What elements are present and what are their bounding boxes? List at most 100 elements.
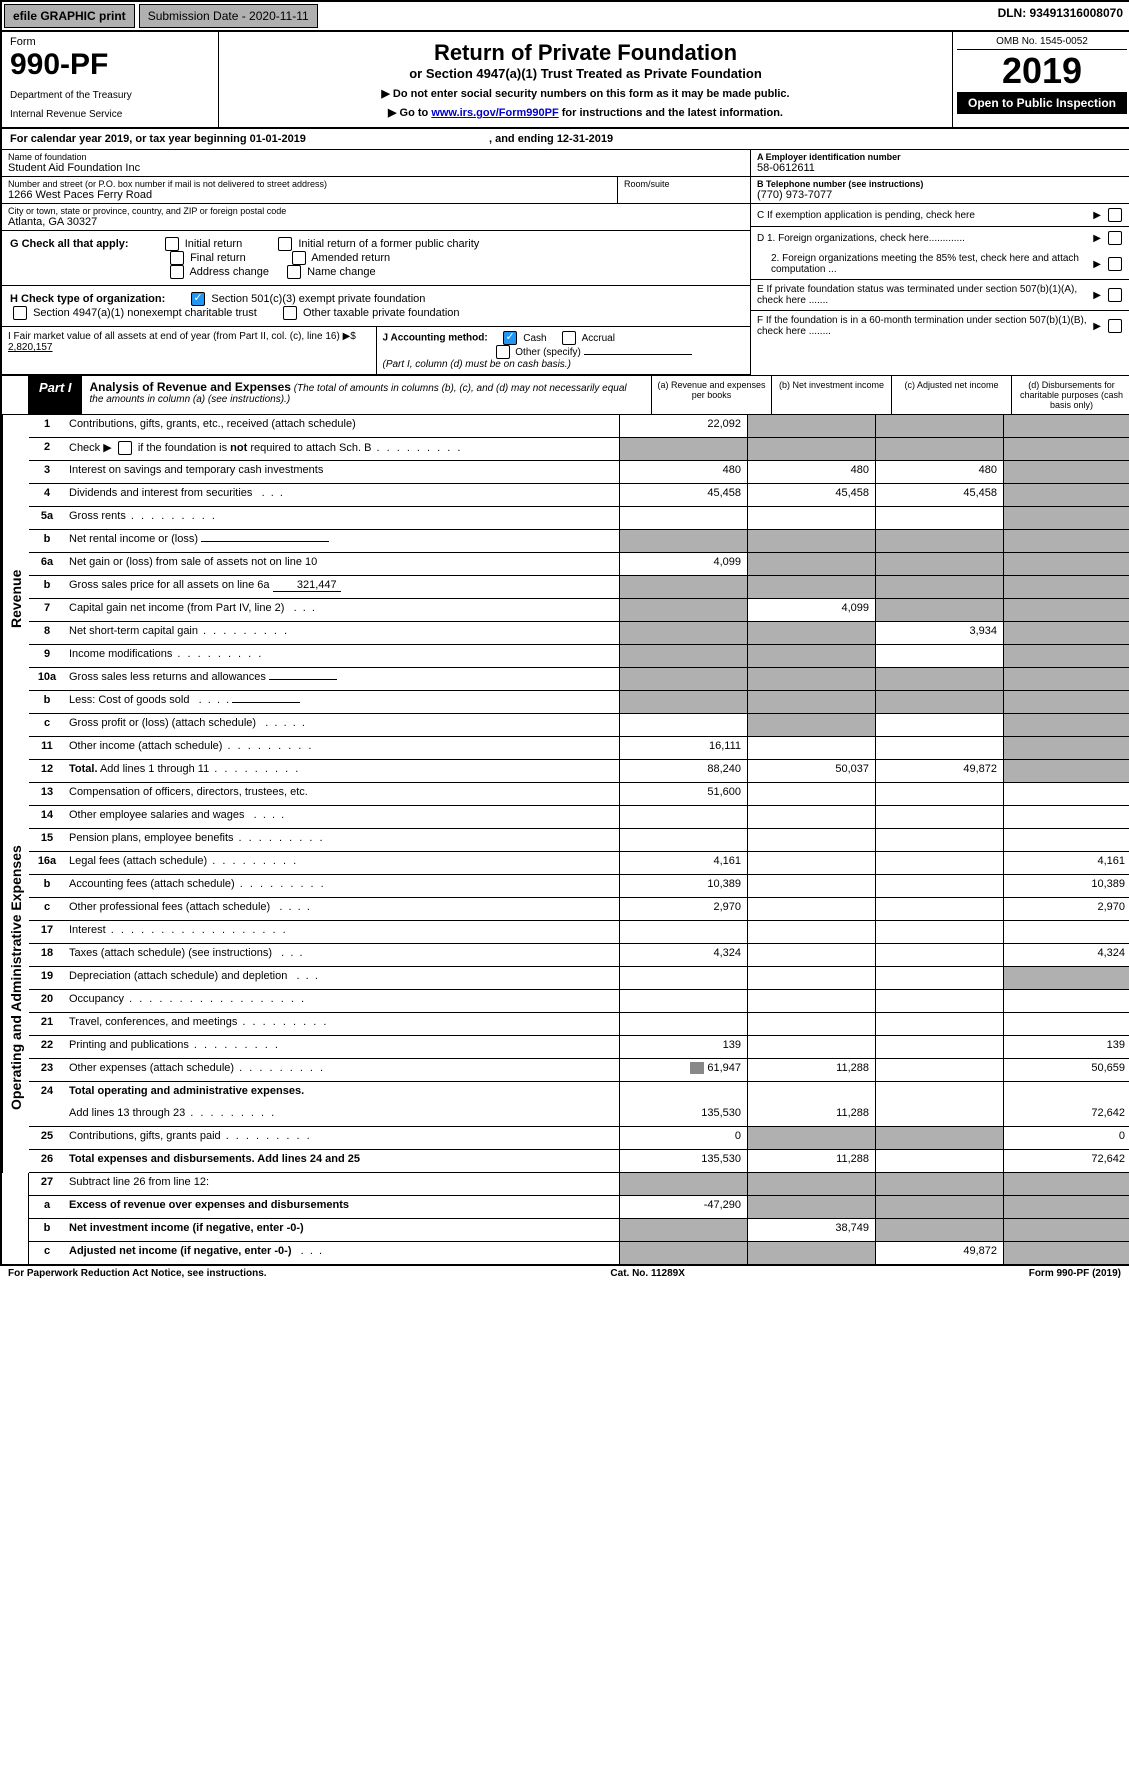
efile-print-button[interactable]: efile GRAPHIC print (4, 4, 135, 28)
c (875, 714, 1003, 736)
c (1003, 967, 1129, 989)
c (875, 1059, 1003, 1081)
fill (201, 541, 329, 542)
calendar-year-row: For calendar year 2019, or tax year begi… (2, 129, 1129, 150)
t: Travel, conferences, and meetings (69, 1016, 237, 1028)
t: Other employee salaries and wages (69, 809, 244, 821)
h-4947: Section 4947(a)(1) nonexempt charitable … (33, 307, 257, 319)
line-11: 11Other income (attach schedule)16,111 (29, 737, 1129, 760)
t: Capital gain net income (from Part IV, l… (69, 602, 284, 614)
cash-checkbox[interactable] (503, 331, 517, 345)
footer-right: Form 990-PF (2019) (1029, 1268, 1121, 1279)
c (1003, 507, 1129, 529)
c: 4,324 (1003, 944, 1129, 966)
ein-cell: A Employer identification number 58-0612… (751, 150, 1129, 177)
d: Gross sales less returns and allowances (65, 668, 619, 690)
initial-former-checkbox[interactable] (278, 237, 292, 251)
box-e-checkbox[interactable] (1108, 288, 1122, 302)
box-c-text: C If exemption application is pending, c… (757, 210, 1089, 221)
name-change-checkbox[interactable] (287, 265, 301, 279)
address-value: 1266 West Paces Ferry Road (8, 189, 611, 201)
c (875, 438, 1003, 460)
t: Depreciation (attach schedule) and deple… (69, 970, 287, 982)
j-note: (Part I, column (d) must be on cash basi… (383, 359, 571, 370)
initial-return-checkbox[interactable] (165, 237, 179, 251)
d: Adjusted net income (if negative, enter … (65, 1242, 619, 1264)
box-d1-text: D 1. Foreign organizations, check here..… (757, 233, 1089, 244)
t: Gross sales less returns and allowances (69, 671, 266, 683)
box-d2-text: 2. Foreign organizations meeting the 85%… (757, 253, 1089, 275)
t: Contributions, gifts, grants paid (69, 1130, 221, 1142)
c (747, 944, 875, 966)
d: Capital gain net income (from Part IV, l… (65, 599, 619, 621)
d: Dividends and interest from securities .… (65, 484, 619, 506)
arrow-icon: ▶ (1093, 210, 1101, 221)
c: 72,642 (1003, 1104, 1129, 1126)
d: Gross profit or (loss) (attach schedule)… (65, 714, 619, 736)
d: Other employee salaries and wages . . . … (65, 806, 619, 828)
final-return-checkbox[interactable] (170, 251, 184, 265)
c (1003, 599, 1129, 621)
c (747, 852, 875, 874)
501c3-checkbox[interactable] (191, 292, 205, 306)
c: 49,872 (875, 760, 1003, 782)
c (619, 1242, 747, 1264)
c (875, 507, 1003, 529)
header-right: OMB No. 1545-0052 2019 Open to Public In… (952, 32, 1129, 127)
c: 11,288 (747, 1059, 875, 1081)
c: 4,161 (619, 852, 747, 874)
c: 45,458 (619, 484, 747, 506)
line-17: 17Interest (29, 921, 1129, 944)
4947-checkbox[interactable] (13, 306, 27, 320)
header-middle: Return of Private Foundation or Section … (219, 32, 952, 127)
address-change-checkbox[interactable] (170, 265, 184, 279)
d: Gross sales price for all assets on line… (65, 576, 619, 598)
c (875, 530, 1003, 552)
c (875, 967, 1003, 989)
h-other: Other taxable private foundation (303, 307, 460, 319)
d: Gross rents (65, 507, 619, 529)
j-other: Other (specify) (515, 347, 581, 358)
c (747, 1036, 875, 1058)
fill (232, 702, 300, 703)
line-23: 23Other expenses (attach schedule) 61,94… (29, 1059, 1129, 1082)
box-d2-checkbox[interactable] (1108, 257, 1122, 271)
c (619, 921, 747, 943)
c (875, 1219, 1003, 1241)
attachment-icon[interactable] (690, 1062, 704, 1074)
g-amended: Amended return (311, 252, 390, 264)
c (1003, 553, 1129, 575)
line-2-d1: Check ▶ (69, 442, 112, 454)
sch-b-checkbox[interactable] (118, 441, 132, 455)
d: Other professional fees (attach schedule… (65, 898, 619, 920)
bottom-rows: 27Subtract line 26 from line 12: aExcess… (29, 1173, 1129, 1264)
box-c-checkbox[interactable] (1108, 208, 1122, 222)
c (619, 1082, 747, 1104)
other-taxable-checkbox[interactable] (283, 306, 297, 320)
c: 45,458 (747, 484, 875, 506)
c: 11,288 (747, 1104, 875, 1126)
c: 480 (747, 461, 875, 483)
amended-return-checkbox[interactable] (292, 251, 306, 265)
c (747, 806, 875, 828)
form-number: 990-PF (10, 48, 210, 82)
box-d1-checkbox[interactable] (1108, 231, 1122, 245)
d: Total expenses and disbursements. Add li… (65, 1150, 619, 1172)
c: 50,037 (747, 760, 875, 782)
line-27a: aExcess of revenue over expenses and dis… (29, 1196, 1129, 1219)
c (1003, 1242, 1129, 1264)
accrual-checkbox[interactable] (562, 331, 576, 345)
t: Legal fees (attach schedule) (69, 855, 207, 867)
c (1003, 576, 1129, 598)
box-f-checkbox[interactable] (1108, 319, 1122, 333)
irs-link[interactable]: www.irs.gov/Form990PF (431, 107, 558, 119)
line-1-c (875, 415, 1003, 437)
other-method-checkbox[interactable] (496, 345, 510, 359)
c (747, 691, 875, 713)
c (875, 829, 1003, 851)
c (875, 852, 1003, 874)
line-10a: 10aGross sales less returns and allowanc… (29, 668, 1129, 691)
c: 2,970 (619, 898, 747, 920)
c (619, 990, 747, 1012)
c (1003, 1196, 1129, 1218)
